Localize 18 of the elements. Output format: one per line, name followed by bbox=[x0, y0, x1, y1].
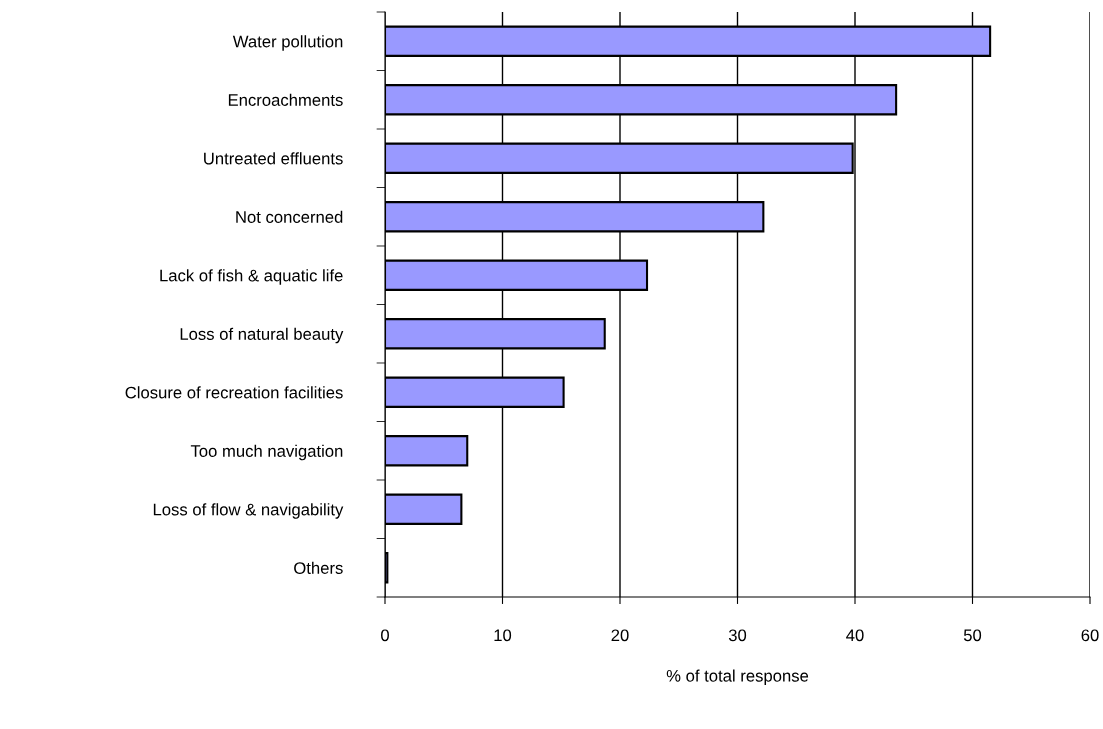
x-axis-title: % of total response bbox=[666, 669, 809, 686]
x-tick-label: 60 bbox=[1081, 629, 1099, 642]
x-tick-label: 40 bbox=[846, 629, 864, 642]
x-tick-label: 30 bbox=[728, 629, 747, 642]
y-tick-label: Too much navigation bbox=[190, 444, 343, 461]
y-tick-label: Loss of natural beauty bbox=[180, 327, 344, 344]
y-tick-label: Not concerned bbox=[236, 210, 343, 223]
x-tick-label: 50 bbox=[963, 629, 982, 642]
x-tick-label: 10 bbox=[494, 629, 512, 642]
y-tick-label: Lack of fish & aquatic life bbox=[160, 269, 343, 285]
y-tick-label: Untreated effluents bbox=[204, 152, 343, 165]
y-tick-label: Water pollution bbox=[232, 35, 343, 51]
y-tick-label: Encroachments bbox=[228, 93, 343, 106]
y-tick-label: Closure of recreation facilities bbox=[125, 386, 343, 399]
x-tick-label: 20 bbox=[611, 629, 629, 642]
x-tick-label: 0 bbox=[381, 629, 389, 642]
y-tick-label: Others bbox=[294, 561, 343, 574]
y-tick-label: Loss of flow & navigability bbox=[153, 503, 344, 519]
